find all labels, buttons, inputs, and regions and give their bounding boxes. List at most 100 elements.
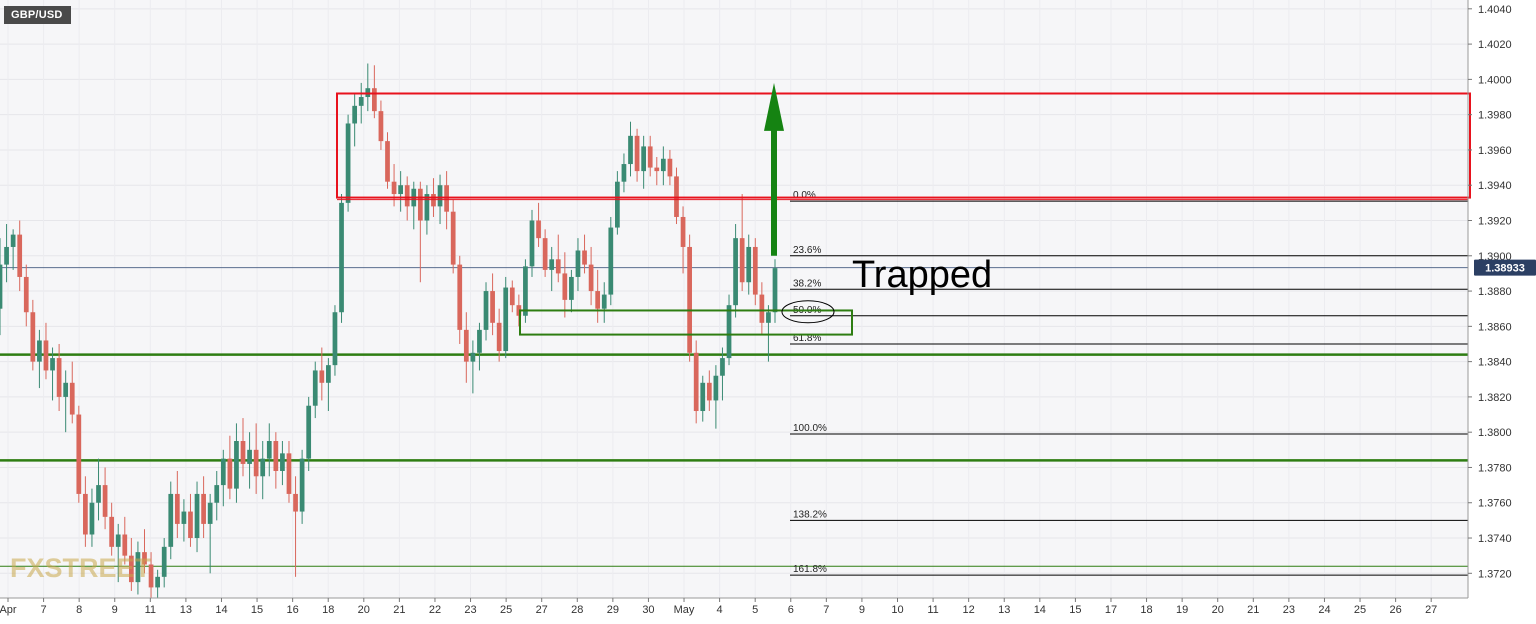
candle-body	[214, 485, 220, 503]
y-tick-label: 1.4040	[1478, 4, 1512, 16]
fib-label: 0.0%	[793, 190, 816, 201]
candle-body	[115, 534, 121, 547]
y-tick-label: 1.3780	[1478, 462, 1512, 474]
candle-body	[417, 188, 423, 221]
fib-label: 138.2%	[793, 509, 827, 520]
candle-body	[555, 259, 561, 274]
x-tick-label: 9	[859, 604, 865, 616]
symbol-badge: GBP/USD	[4, 6, 71, 24]
candle-body	[319, 370, 325, 383]
y-tick-label: 1.3720	[1478, 568, 1512, 580]
fib-label: 161.8%	[793, 564, 827, 575]
candle-body	[207, 502, 213, 524]
x-tick-label: 6	[788, 604, 794, 616]
candle-body	[542, 238, 548, 270]
candle-body	[437, 185, 443, 207]
fib-label: 23.6%	[793, 245, 821, 256]
candle-body	[312, 370, 318, 406]
y-tick-label: 1.3740	[1478, 533, 1512, 545]
candle-body	[628, 135, 633, 165]
candle-body	[477, 329, 482, 353]
candle-body	[746, 246, 752, 283]
candle-body	[529, 220, 535, 267]
candle-body	[102, 485, 108, 517]
candle-body	[128, 555, 134, 583]
candle-body	[56, 358, 62, 397]
candle-body	[17, 234, 23, 277]
candle-body	[733, 238, 738, 306]
x-tick-label: 25	[500, 604, 512, 616]
resistance-zone-box	[336, 92, 1471, 199]
candle-body	[706, 382, 712, 401]
candle-body	[96, 485, 101, 503]
x-tick-label: 15	[1069, 604, 1081, 616]
candle-body	[752, 246, 758, 295]
candle-body	[234, 441, 239, 489]
y-axis: 1.4040 1.4020 1.4000 1.3980 1.3960 1.3940 1.39…	[1468, 4, 1512, 580]
candle-body	[372, 88, 377, 112]
candle-body	[69, 382, 75, 415]
candle-body	[286, 453, 292, 494]
candle-body	[227, 458, 233, 489]
candle-body	[680, 216, 686, 247]
candle-body	[201, 493, 206, 524]
y-tick-label: 1.3800	[1478, 427, 1512, 439]
candle-body	[299, 458, 305, 512]
candle-body	[161, 546, 167, 577]
candle-body	[667, 158, 673, 177]
candle-body	[582, 250, 587, 265]
candle-body	[720, 358, 725, 376]
y-tick-label: 1.3980	[1478, 110, 1512, 122]
x-tick-label: 14	[215, 604, 227, 616]
candle-body	[326, 365, 331, 383]
candle-body	[549, 259, 555, 270]
y-tick-label: 1.3840	[1478, 357, 1512, 369]
watermark: FXSTREET	[10, 553, 152, 583]
candle-body	[253, 449, 259, 477]
candle-body	[496, 322, 502, 352]
x-tick-label: 21	[1247, 604, 1259, 616]
candle-body	[713, 375, 719, 401]
candle-body	[280, 453, 285, 471]
x-tick-label: 23	[1283, 604, 1295, 616]
x-tick-label: 14	[1034, 604, 1046, 616]
candle-body	[615, 181, 620, 228]
candle-body	[424, 194, 430, 221]
x-tick-label: 7	[823, 604, 829, 616]
candle-body	[23, 276, 29, 313]
candle-body	[260, 458, 266, 477]
candle-body	[503, 287, 509, 352]
candle-body	[391, 181, 397, 195]
x-tick-label: 11	[145, 604, 156, 616]
candle-body	[575, 250, 581, 277]
y-tick-label: 1.3920	[1478, 216, 1512, 228]
price-tag-box	[1474, 259, 1536, 276]
candle-body	[693, 352, 699, 412]
candle-body	[726, 305, 732, 359]
x-tick-label: 26	[1389, 604, 1401, 616]
candle-body	[358, 97, 364, 106]
x-axis: Apr 7 8 9 11 13 14 15 16 18 20 21 22 23 25 27 28 29 30 May 4…	[0, 598, 1437, 616]
x-tick-label: 27	[1425, 604, 1437, 616]
candle-body	[470, 352, 476, 362]
candle-body	[37, 340, 42, 362]
x-tick-label: 29	[607, 604, 619, 616]
candle-body	[654, 167, 660, 172]
x-tick-label: 20	[358, 604, 370, 616]
price-tag: 1.38933	[1474, 259, 1536, 276]
candle-body	[660, 158, 666, 172]
candle-body	[188, 511, 193, 539]
candle-body	[483, 291, 489, 330]
candle-body	[641, 146, 647, 172]
candle-body	[457, 264, 463, 330]
candle-body	[220, 458, 226, 486]
x-tick-label: 13	[180, 604, 192, 616]
support-box	[519, 309, 853, 336]
x-tick-label: 28	[571, 604, 583, 616]
up-arrow-head	[764, 82, 784, 131]
annotations: Trapped	[336, 82, 1471, 336]
x-tick-label: 13	[998, 604, 1010, 616]
candle-body	[509, 287, 515, 306]
candle-body	[687, 246, 692, 353]
x-tick-label: 18	[1140, 604, 1152, 616]
